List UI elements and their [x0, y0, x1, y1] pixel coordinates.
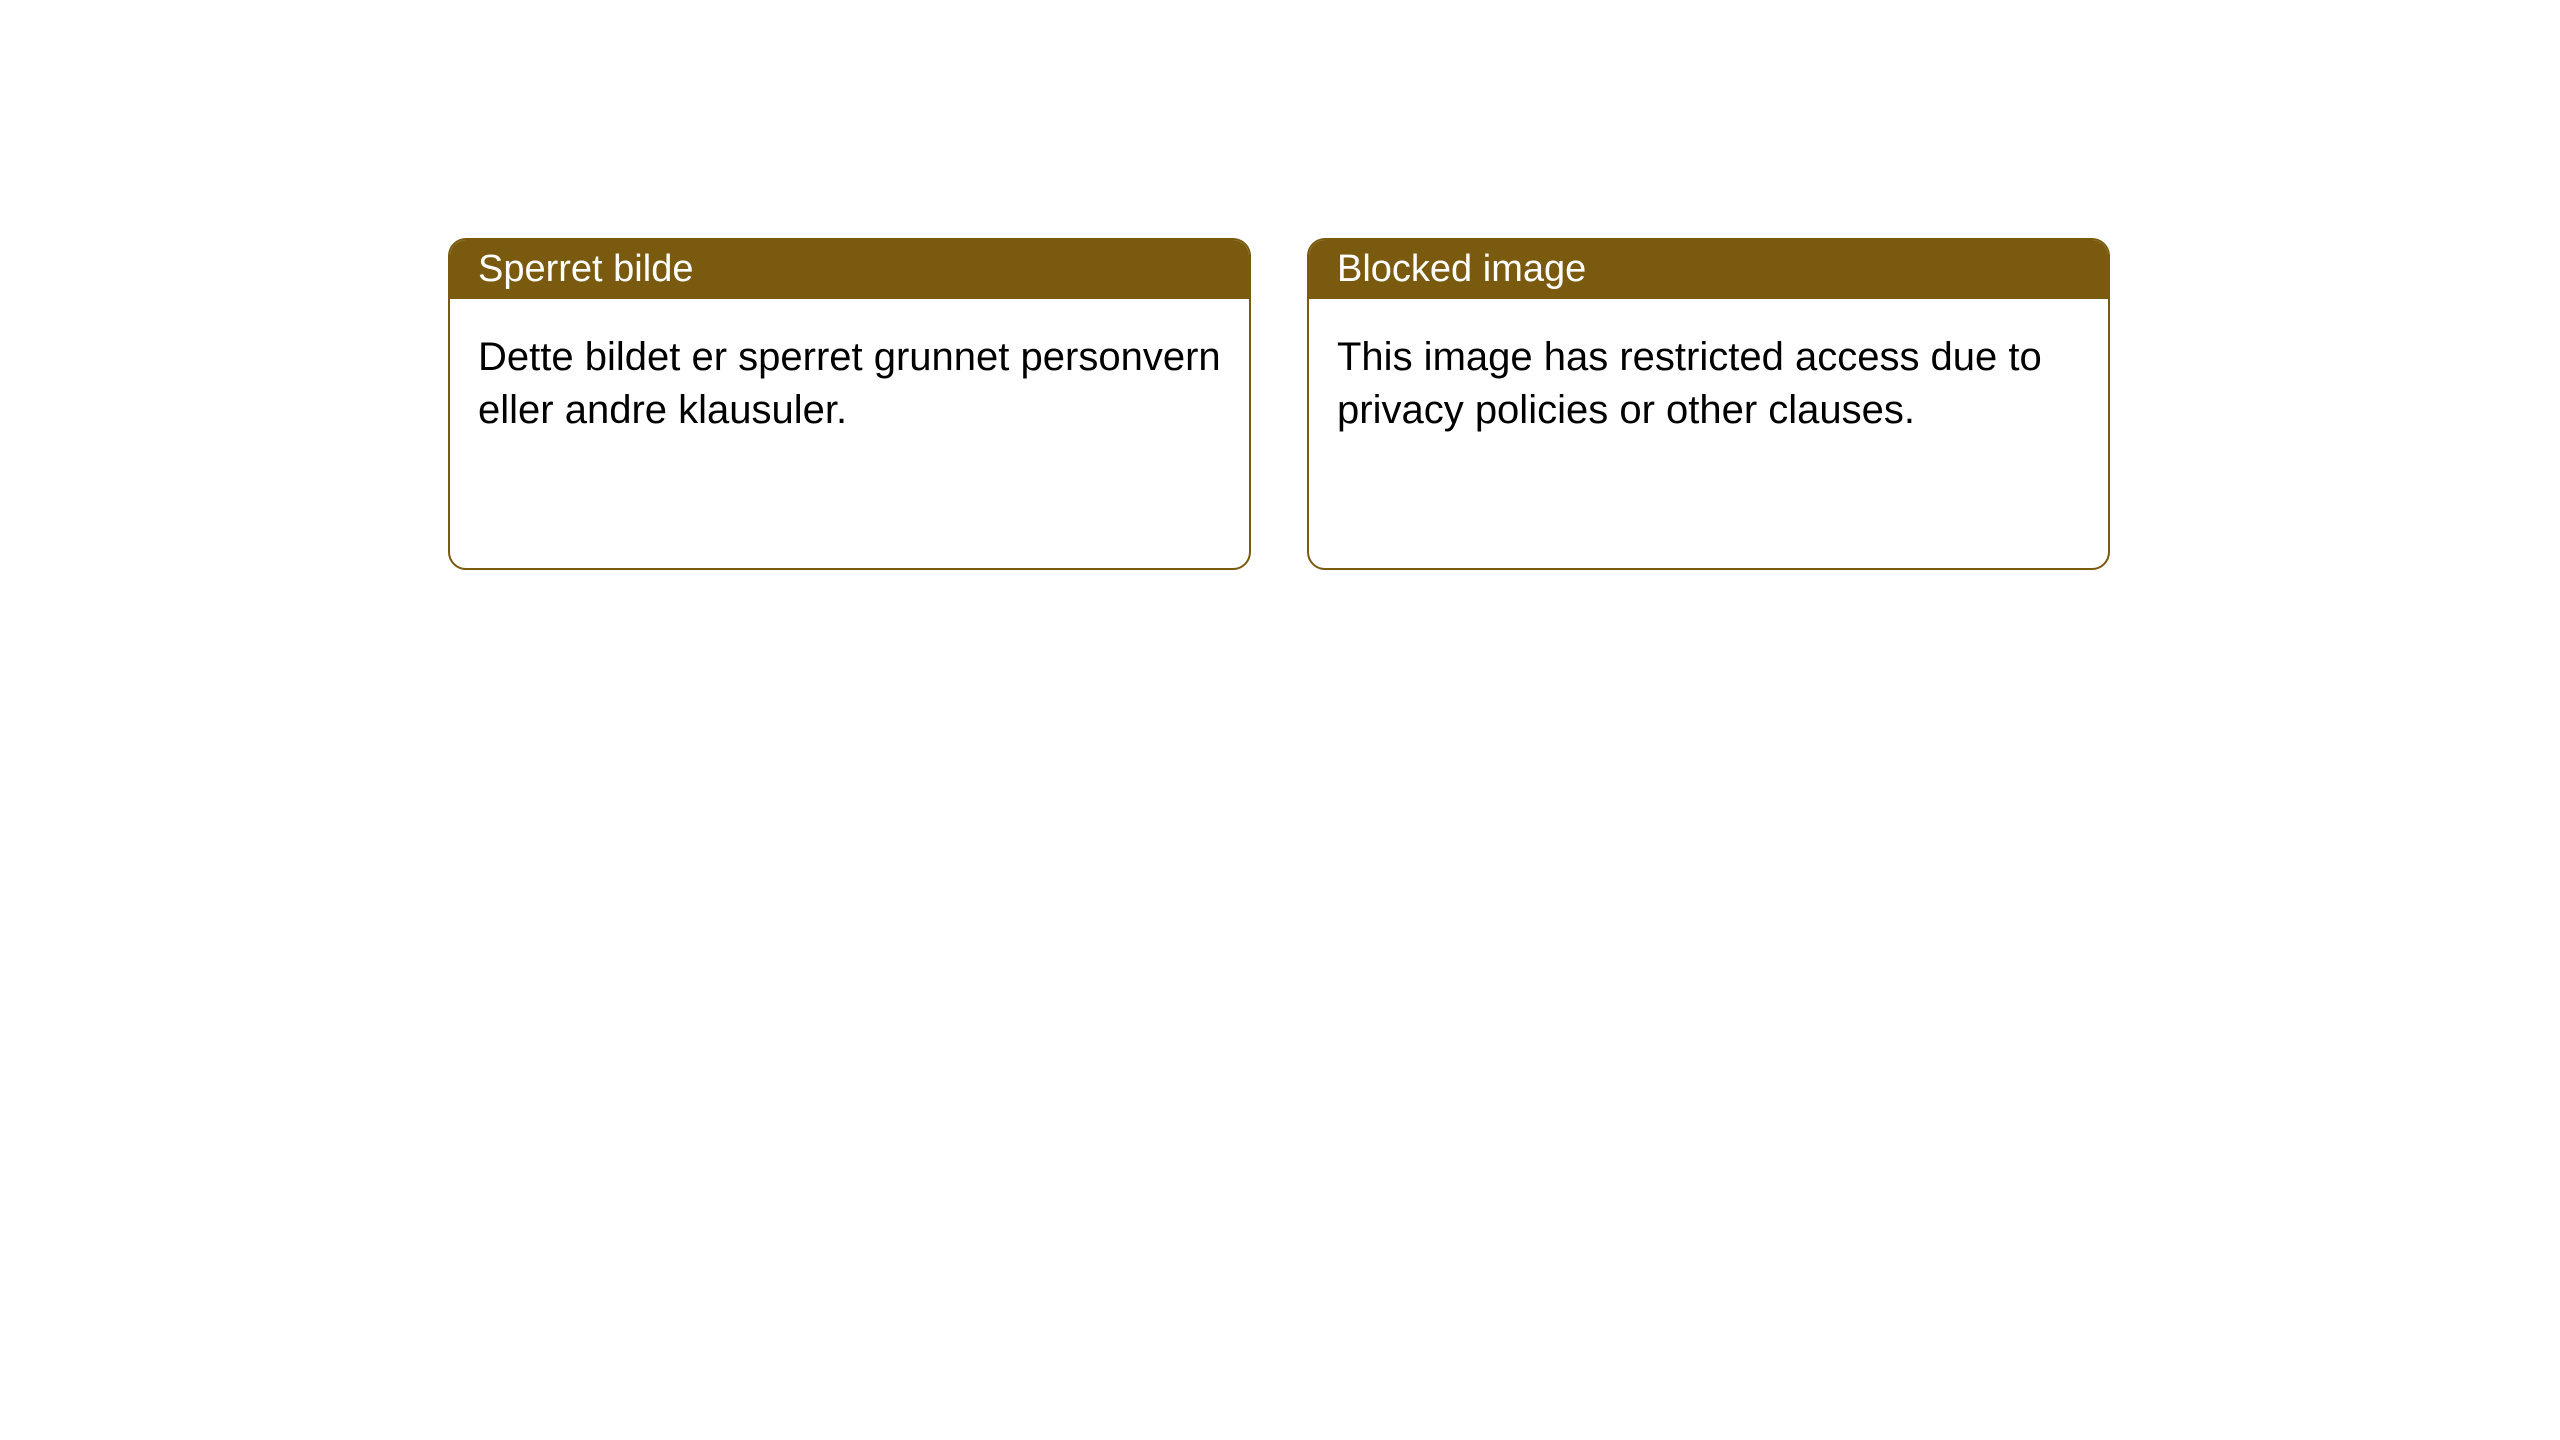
notice-container: Sperret bilde Dette bildet er sperret gr… — [0, 0, 2560, 570]
notice-body-english: This image has restricted access due to … — [1309, 299, 2108, 469]
notice-title-norwegian: Sperret bilde — [450, 240, 1249, 299]
notice-card-english: Blocked image This image has restricted … — [1307, 238, 2110, 570]
notice-card-norwegian: Sperret bilde Dette bildet er sperret gr… — [448, 238, 1251, 570]
notice-title-english: Blocked image — [1309, 240, 2108, 299]
notice-body-norwegian: Dette bildet er sperret grunnet personve… — [450, 299, 1249, 469]
